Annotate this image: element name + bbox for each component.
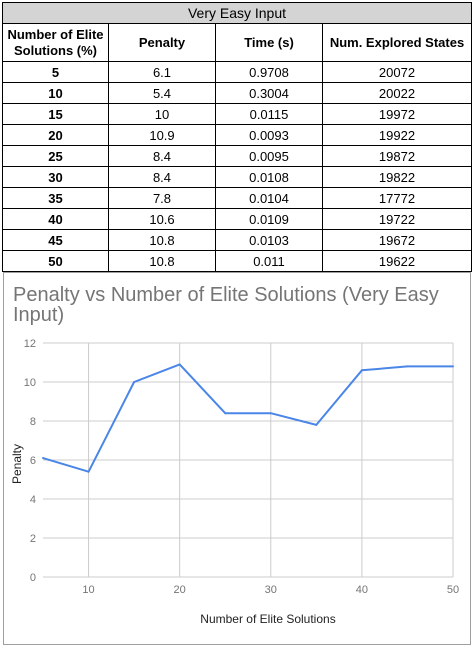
y-tick-label: 2 (30, 533, 36, 545)
x-axis-title: Number of Elite Solutions (200, 612, 335, 626)
table-caption: Very Easy Input (2, 2, 472, 24)
y-tick-label: 12 (24, 338, 36, 350)
data-point (178, 363, 181, 366)
table-row: 30 8.4 0.0108 19822 (2, 166, 472, 188)
table-cell: 19622 (322, 250, 472, 272)
table-cell: 0.011 (215, 250, 323, 272)
table-cell: 0.0103 (215, 229, 323, 251)
table-cell: 19922 (322, 124, 472, 146)
x-tick-label: 30 (265, 584, 277, 596)
table-cell: 0.3004 (215, 82, 323, 104)
table-row: 45 10.8 0.0103 19672 (2, 229, 472, 251)
table-cell: 15 (2, 103, 109, 125)
table-cell: 5 (2, 61, 109, 83)
y-tick-label: 4 (30, 494, 36, 506)
table-cell: 10.6 (108, 208, 216, 230)
table-cell: 35 (2, 187, 109, 209)
table-row: 50 10.8 0.011 19622 (2, 250, 472, 272)
column-header: Number of Elite Solutions (%) (2, 23, 109, 62)
chart-container: 0 2 4 6 8 10 12 10 20 30 40 50 Number of Elite Solut… (3, 272, 471, 645)
table-cell: 30 (2, 166, 109, 188)
table-cell: 19972 (322, 103, 472, 125)
table-cell: 0.0115 (215, 103, 323, 125)
table-cell: 0.9708 (215, 61, 323, 83)
table-row: 5 6.1 0.9708 20072 (2, 61, 472, 83)
table-cell: 10.8 (108, 250, 216, 272)
data-point (133, 381, 136, 383)
table-cell: 10 (108, 103, 216, 125)
column-header: Penalty (108, 23, 216, 62)
table-cell: 0.0093 (215, 124, 323, 146)
table-cell: 10.9 (108, 124, 216, 146)
table-cell: 8.4 (108, 145, 216, 167)
table-cell: 20072 (322, 61, 472, 83)
table-row: 20 10.9 0.0093 19922 (2, 124, 472, 146)
table-row: 15 10 0.0115 19972 (2, 103, 472, 125)
table-cell: 10.8 (108, 229, 216, 251)
data-point (452, 365, 454, 368)
data-point (42, 457, 44, 460)
column-header: Num. Explored States (322, 23, 472, 62)
chart-title: Penalty vs Number of Elite Solutions (Ve… (13, 284, 439, 326)
table-cell: 19672 (322, 229, 472, 251)
table-row: 35 7.8 0.0104 17772 (2, 187, 472, 209)
table-cell: 25 (2, 145, 109, 167)
table-cell: 17772 (322, 187, 472, 209)
table-cell: 0.0104 (215, 187, 323, 209)
table-cell: 20 (2, 124, 109, 146)
column-header: Time (s) (215, 23, 323, 62)
data-point (87, 470, 90, 473)
table-cell: 0.0095 (215, 145, 323, 167)
x-tick-label: 10 (82, 584, 94, 596)
table-cell: 0.0108 (215, 166, 323, 188)
table-header-row: Number of Elite Solutions (%) Penalty Time… (2, 23, 472, 62)
data-point (360, 369, 363, 372)
table-cell: 20022 (322, 82, 472, 104)
table-row: 40 10.6 0.0109 19722 (2, 208, 472, 230)
table-body: 5 6.1 0.9708 20072 10 5.4 0.3004 20022 15 10 0.011… (2, 61, 472, 272)
y-tick-label: 0 (30, 572, 36, 584)
y-tick-label: 8 (30, 416, 36, 428)
table-cell: 19722 (322, 208, 472, 230)
table-cell: 10 (2, 82, 109, 104)
table-cell: 45 (2, 229, 109, 251)
table-row: 10 5.4 0.3004 20022 (2, 82, 472, 104)
x-tick-label: 20 (174, 584, 186, 596)
table-cell: 0.0109 (215, 208, 323, 230)
line-chart: 0 2 4 6 8 10 12 10 20 30 40 50 Number of Elite Solut… (10, 338, 459, 626)
x-tick-label: 40 (356, 584, 368, 596)
x-tick-label: 50 (447, 584, 459, 596)
table-row: 25 8.4 0.0095 19872 (2, 145, 472, 167)
table-cell: 40 (2, 208, 109, 230)
y-axis-title: Penalty (10, 444, 24, 484)
data-point (269, 412, 272, 415)
results-table-container: Very Easy Input Number of Elite Solution… (2, 2, 472, 272)
data-point (224, 412, 227, 415)
y-tick-label: 6 (30, 455, 36, 467)
data-point (315, 423, 318, 426)
table-cell: 6.1 (108, 61, 216, 83)
y-tick-label: 10 (24, 377, 36, 389)
table-cell: 5.4 (108, 82, 216, 104)
table-cell: 8.4 (108, 166, 216, 188)
table-cell: 7.8 (108, 187, 216, 209)
table-cell: 19822 (322, 166, 472, 188)
table-cell: 50 (2, 250, 109, 272)
data-point (406, 365, 409, 368)
series-line (42, 363, 453, 473)
results-table: Very Easy Input Number of Elite Solution… (2, 2, 472, 272)
table-cell: 19872 (322, 145, 472, 167)
